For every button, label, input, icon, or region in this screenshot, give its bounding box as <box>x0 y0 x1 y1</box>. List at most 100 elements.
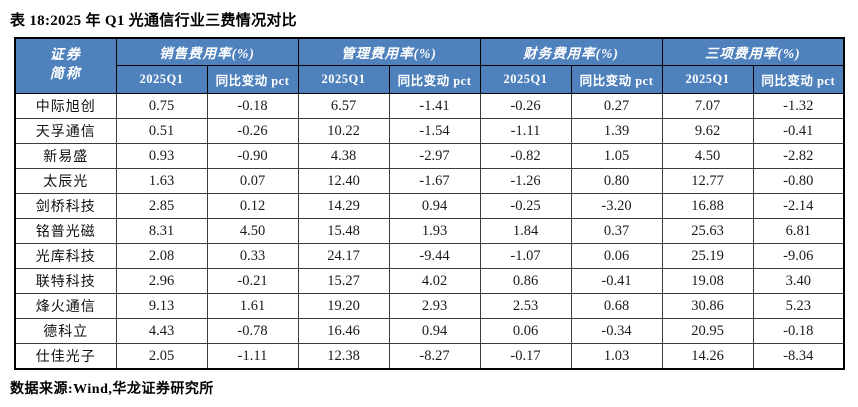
value-cell: -0.80 <box>752 168 845 194</box>
table-row: 烽火通信 9.13 1.61 19.20 2.93 2.53 0.68 30.86 5.23 <box>14 293 845 319</box>
table-row: 剑桥科技 2.85 0.12 14.29 0.94 -0.25 -3.20 16.88 -2.1… <box>14 193 845 219</box>
value-cell: 16.88 <box>661 193 754 219</box>
table-body: 中际旭创 0.75 -0.18 6.57 -1.41 -0.26 0.27 7.07 -1.32… <box>14 93 845 370</box>
value-cell: 0.80 <box>570 168 663 194</box>
sub-header-row: 2025Q1 同比变动 pct 2025Q1 同比变动 pct 2025Q1 同… <box>15 65 845 94</box>
value-cell: 30.86 <box>661 293 754 319</box>
group-header-selling-expense: 销售费用率(%) <box>115 37 299 66</box>
security-name-cell: 新易盛 <box>14 143 117 169</box>
value-cell: 0.12 <box>206 193 299 219</box>
value-cell: 3.40 <box>752 268 845 294</box>
value-cell: 15.27 <box>297 268 390 294</box>
value-cell: -1.54 <box>388 118 481 144</box>
value-cell: 4.50 <box>206 218 299 244</box>
value-cell: -0.21 <box>206 268 299 294</box>
value-cell: 12.40 <box>297 168 390 194</box>
value-cell: 5.23 <box>752 293 845 319</box>
sub-header-yoy: 同比变动 pct <box>388 65 481 94</box>
value-cell: 1.39 <box>570 118 663 144</box>
value-cell: -0.34 <box>570 318 663 344</box>
value-cell: 2.53 <box>479 293 572 319</box>
security-name-cell: 太辰光 <box>14 168 117 194</box>
value-cell: -0.18 <box>206 93 299 119</box>
value-cell: 0.68 <box>570 293 663 319</box>
value-cell: -1.26 <box>479 168 572 194</box>
sub-header-q1: 2025Q1 <box>115 65 208 94</box>
value-cell: 4.43 <box>115 318 208 344</box>
value-cell: -0.26 <box>479 93 572 119</box>
value-cell: -0.17 <box>479 343 572 370</box>
sub-header-q1: 2025Q1 <box>661 65 754 94</box>
sub-header-yoy: 同比变动 pct <box>206 65 299 94</box>
value-cell: 2.96 <box>115 268 208 294</box>
value-cell: 1.84 <box>479 218 572 244</box>
value-cell: -1.07 <box>479 243 572 269</box>
value-cell: 8.31 <box>115 218 208 244</box>
value-cell: -0.25 <box>479 193 572 219</box>
value-cell: 0.94 <box>388 318 481 344</box>
value-cell: 6.57 <box>297 93 390 119</box>
data-source-note: 数据来源:Wind,华龙证券研究所 <box>10 382 214 397</box>
value-cell: 0.51 <box>115 118 208 144</box>
security-name-cell: 烽火通信 <box>14 293 117 319</box>
security-name-cell: 光库科技 <box>14 243 117 269</box>
table-row: 仕佳光子 2.05 -1.11 12.38 -8.27 -0.17 1.03 14.26 -8.… <box>14 343 845 370</box>
value-cell: 4.50 <box>661 143 754 169</box>
value-cell: 1.93 <box>388 218 481 244</box>
value-cell: 10.22 <box>297 118 390 144</box>
value-cell: 15.48 <box>297 218 390 244</box>
value-cell: 9.13 <box>115 293 208 319</box>
value-cell: 0.75 <box>115 93 208 119</box>
table-row: 太辰光 1.63 0.07 12.40 -1.67 -1.26 0.80 12.77 -0.80 <box>14 168 845 194</box>
group-header-finance-expense: 财务费用率(%) <box>479 37 663 66</box>
value-cell: 4.02 <box>388 268 481 294</box>
security-name-cell: 德科立 <box>14 318 117 344</box>
value-cell: -0.41 <box>570 268 663 294</box>
group-header-total-expense: 三项费用率(%) <box>661 37 845 66</box>
value-cell: 20.95 <box>661 318 754 344</box>
security-name-cell: 联特科技 <box>14 268 117 294</box>
group-header-admin-expense: 管理费用率(%) <box>297 37 481 66</box>
value-cell: -1.67 <box>388 168 481 194</box>
corner-line1: 证券 <box>49 48 82 64</box>
value-cell: 24.17 <box>297 243 390 269</box>
value-cell: 0.07 <box>206 168 299 194</box>
value-cell: 0.27 <box>570 93 663 119</box>
value-cell: -9.06 <box>752 243 845 269</box>
value-cell: 0.06 <box>570 243 663 269</box>
value-cell: 4.38 <box>297 143 390 169</box>
table-row: 新易盛 0.93 -0.90 4.38 -2.97 -0.82 1.05 4.50 -2.82 <box>14 143 845 169</box>
value-cell: 16.46 <box>297 318 390 344</box>
value-cell: -8.27 <box>388 343 481 370</box>
value-cell: 2.05 <box>115 343 208 370</box>
table-row: 中际旭创 0.75 -0.18 6.57 -1.41 -0.26 0.27 7.07 -1.32 <box>14 93 845 119</box>
table-row: 光库科技 2.08 0.33 24.17 -9.44 -1.07 0.06 25.19 -9.0… <box>14 243 845 269</box>
value-cell: 25.63 <box>661 218 754 244</box>
value-cell: 12.77 <box>661 168 754 194</box>
value-cell: -0.18 <box>752 318 845 344</box>
value-cell: -0.82 <box>479 143 572 169</box>
value-cell: 1.63 <box>115 168 208 194</box>
value-cell: 12.38 <box>297 343 390 370</box>
value-cell: -8.34 <box>752 343 845 370</box>
sub-header-yoy: 同比变动 pct <box>752 65 845 94</box>
table-row: 铭普光磁 8.31 4.50 15.48 1.93 1.84 0.37 25.63 6.81 <box>14 218 845 244</box>
value-cell: 2.93 <box>388 293 481 319</box>
security-name-cell: 仕佳光子 <box>14 343 117 370</box>
value-cell: -1.32 <box>752 93 845 119</box>
sub-header-q1: 2025Q1 <box>297 65 390 94</box>
value-cell: 2.85 <box>115 193 208 219</box>
value-cell: 7.07 <box>661 93 754 119</box>
value-cell: 0.33 <box>206 243 299 269</box>
value-cell: 25.19 <box>661 243 754 269</box>
group-header-row: 证券 简称 销售费用率(%) 管理费用率(%) 财务费用率(%) 三项费用率(%… <box>14 37 845 94</box>
value-cell: -2.14 <box>752 193 845 219</box>
table-row: 联特科技 2.96 -0.21 15.27 4.02 0.86 -0.41 19.08 3.40 <box>14 268 845 294</box>
table-title: 表 18:2025 年 Q1 光通信行业三费情况对比 <box>10 13 297 29</box>
value-cell: -0.90 <box>206 143 299 169</box>
table-header: 证券 简称 销售费用率(%) 管理费用率(%) 财务费用率(%) 三项费用率(%… <box>14 37 845 94</box>
value-cell: -0.78 <box>206 318 299 344</box>
value-cell: -1.11 <box>479 118 572 144</box>
value-cell: 2.08 <box>115 243 208 269</box>
value-cell: -2.97 <box>388 143 481 169</box>
